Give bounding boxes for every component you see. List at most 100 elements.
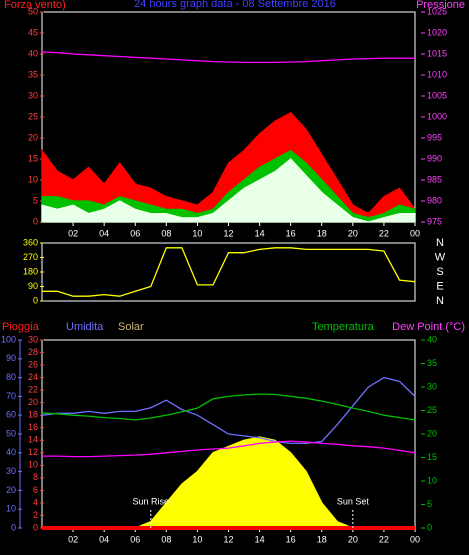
tick-label: 10	[28, 460, 38, 470]
x-tick-label: 18	[317, 534, 327, 544]
label: Pioggia	[2, 321, 40, 333]
tick-label: 80	[6, 372, 16, 382]
tick-label: 8	[33, 472, 38, 482]
tick-label: 30	[6, 466, 16, 476]
tick-label: 90	[6, 353, 16, 363]
annotation: Sun Rise	[133, 496, 170, 506]
plot-frame	[41, 242, 416, 302]
tick-label: 22	[28, 385, 38, 395]
series-2	[41, 158, 416, 223]
tick-label: 4	[33, 497, 38, 507]
x-tick-label: 10	[192, 228, 202, 238]
tick-label: 24	[28, 372, 38, 382]
label: Forza vento)	[4, 0, 66, 11]
tick-label: 50	[6, 428, 16, 438]
compass-label: S	[436, 266, 443, 278]
compass-label: N	[436, 237, 444, 249]
tick-label: 5	[427, 499, 432, 509]
x-tick-label: 14	[255, 534, 265, 544]
tick-label: 270	[23, 252, 38, 262]
tick-label: 26	[28, 359, 38, 369]
tick-label: 2	[33, 510, 38, 520]
tick-label: 25	[28, 111, 38, 121]
x-tick-label: 18	[317, 228, 327, 238]
tick-label: 180	[23, 266, 38, 276]
tick-label: 28	[28, 347, 38, 357]
label: Dew Point (°C)	[392, 321, 465, 333]
tick-label: 70	[6, 391, 16, 401]
tick-label: 90	[28, 281, 38, 291]
tick-label: 30	[28, 90, 38, 100]
x-tick-label: 08	[161, 534, 171, 544]
compass-label: N	[436, 295, 444, 307]
tick-label: 15	[28, 153, 38, 163]
tick-label: 16	[28, 422, 38, 432]
tick-label: 20	[6, 485, 16, 495]
series-3	[41, 51, 415, 64]
tick-label: 0	[33, 295, 38, 305]
label: Solar	[118, 321, 144, 333]
tick-label: 10	[427, 475, 437, 485]
x-tick-label: 10	[192, 534, 202, 544]
tick-label: 15	[427, 452, 437, 462]
x-tick-label: 22	[379, 228, 389, 238]
tick-label: 50	[28, 6, 38, 16]
tick-label: 60	[6, 410, 16, 420]
x-tick-label: 08	[161, 228, 171, 238]
tick-label: 100	[1, 334, 16, 344]
x-tick-label: 02	[68, 228, 78, 238]
tick-label: 985	[427, 174, 442, 184]
tick-label: 0	[33, 522, 38, 532]
label: 24 hours graph data - 08 Settembre 2016	[134, 0, 336, 10]
tick-label: 40	[6, 447, 16, 457]
tick-label: 5	[33, 195, 38, 205]
label: Temperatura	[312, 321, 375, 333]
tick-label: 12	[28, 447, 38, 457]
annotation: Sun Set	[337, 496, 370, 506]
tick-label: 35	[28, 69, 38, 79]
tick-label: 6	[33, 485, 38, 495]
x-tick-label: 06	[130, 534, 140, 544]
tick-label: 0	[33, 216, 38, 226]
tick-label: 35	[427, 358, 437, 368]
tick-label: 1020	[427, 27, 447, 37]
tick-label: 10	[6, 504, 16, 514]
tick-label: 40	[28, 48, 38, 58]
x-tick-label: 16	[286, 228, 296, 238]
tick-label: 995	[427, 132, 442, 142]
tick-label: 975	[427, 216, 442, 226]
label: Umidita	[66, 321, 104, 333]
label: Pressione	[416, 0, 465, 11]
tick-label: 0	[427, 522, 432, 532]
series-0	[42, 436, 415, 529]
tick-label: 30	[28, 334, 38, 344]
x-tick-label: 04	[99, 228, 109, 238]
series-0	[42, 247, 416, 297]
tick-label: 1000	[427, 111, 447, 121]
x-tick-label: 00	[410, 534, 420, 544]
x-tick-label: 06	[130, 228, 140, 238]
tick-label: 1015	[427, 48, 447, 58]
x-tick-label: 14	[255, 228, 265, 238]
tick-label: 1005	[427, 90, 447, 100]
tick-label: 990	[427, 153, 442, 163]
x-tick-label: 20	[348, 228, 358, 238]
tick-label: 30	[427, 381, 437, 391]
tick-label: 1010	[427, 69, 447, 79]
tick-label: 0	[11, 522, 16, 532]
x-tick-label: 20	[348, 534, 358, 544]
compass-label: E	[436, 280, 443, 292]
x-tick-label: 16	[286, 534, 296, 544]
x-tick-label: 00	[410, 228, 420, 238]
tick-label: 20	[28, 397, 38, 407]
tick-label: 45	[28, 27, 38, 37]
tick-label: 20	[28, 132, 38, 142]
tick-label: 40	[427, 334, 437, 344]
compass-label: W	[435, 251, 446, 263]
tick-label: 360	[23, 237, 38, 247]
tick-label: 14	[28, 435, 38, 445]
series-4	[42, 440, 416, 458]
x-tick-label: 04	[99, 534, 109, 544]
tick-label: 10	[28, 174, 38, 184]
